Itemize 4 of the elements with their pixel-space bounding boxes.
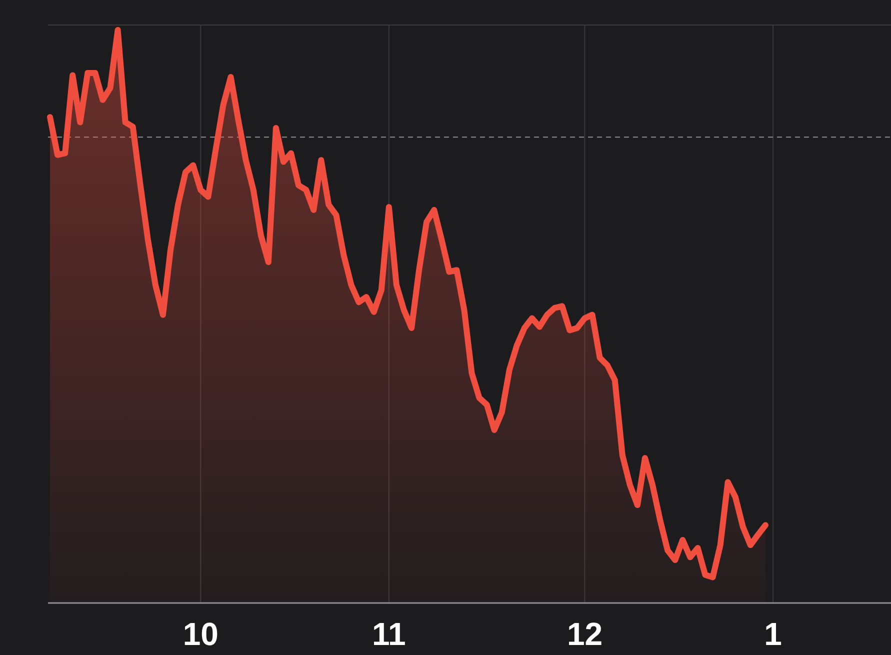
x-tick-label: 12 (566, 616, 603, 652)
x-tick-label: 1 (764, 616, 782, 652)
x-tick-label: 10 (182, 616, 218, 652)
x-tick-label: 11 (372, 616, 406, 652)
